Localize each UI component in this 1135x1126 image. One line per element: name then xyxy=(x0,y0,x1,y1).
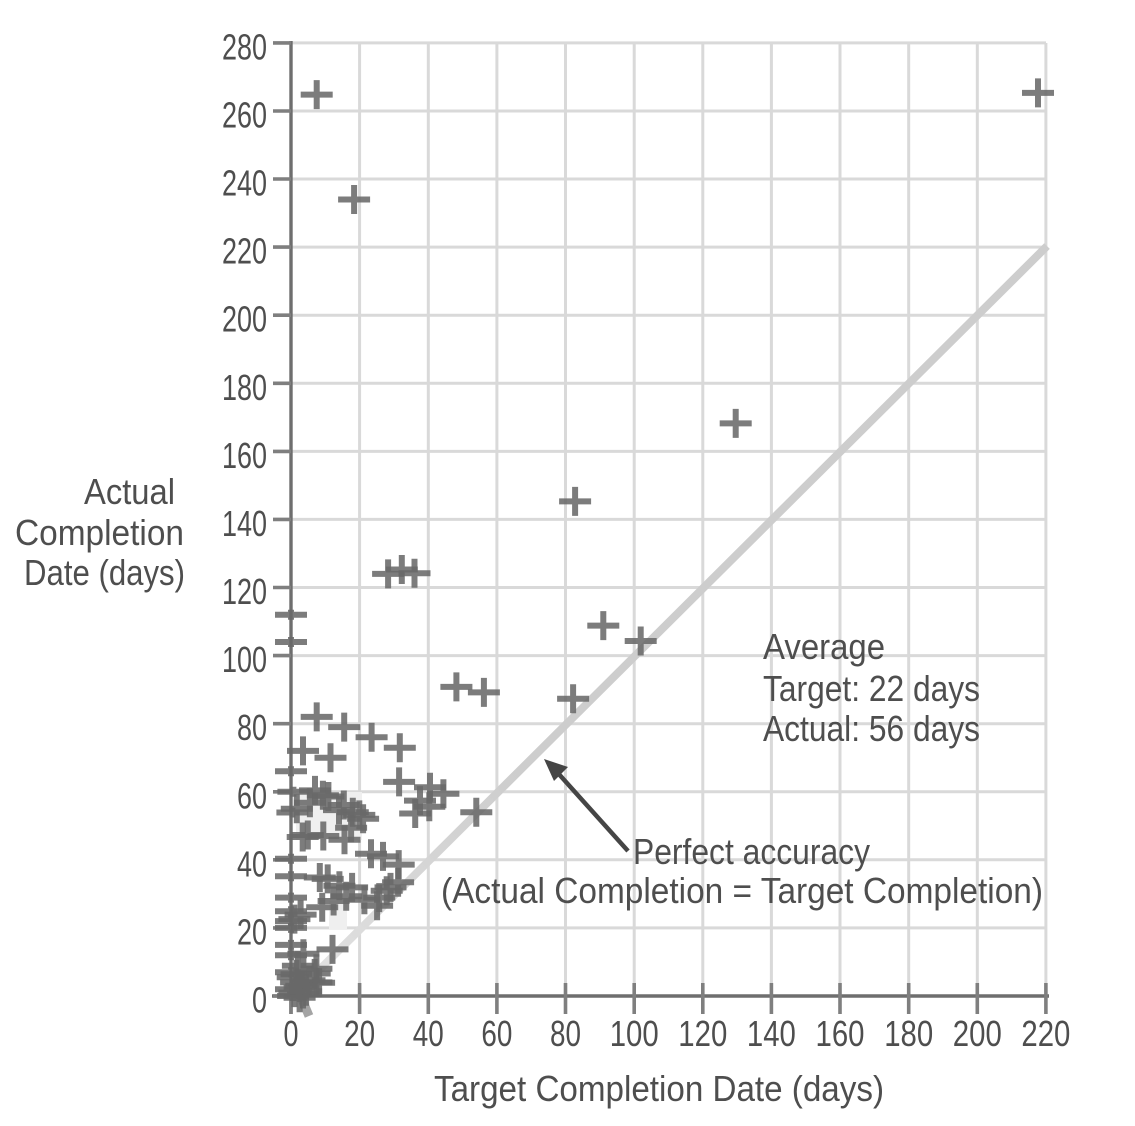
svg-text:Target: 22 days: Target: 22 days xyxy=(763,668,980,709)
svg-text:240: 240 xyxy=(222,163,267,204)
svg-text:140: 140 xyxy=(222,503,267,544)
svg-text:180: 180 xyxy=(884,1013,933,1054)
svg-text:Date (days): Date (days) xyxy=(24,552,185,593)
svg-text:280: 280 xyxy=(222,26,267,67)
svg-text:40: 40 xyxy=(413,1013,444,1054)
svg-text:200: 200 xyxy=(222,299,267,340)
svg-text:60: 60 xyxy=(237,775,267,816)
svg-text:0: 0 xyxy=(284,1013,299,1054)
svg-text:220: 220 xyxy=(222,231,267,272)
svg-text:0: 0 xyxy=(252,980,267,1021)
svg-text:20: 20 xyxy=(237,911,267,952)
svg-text:140: 140 xyxy=(747,1013,796,1054)
svg-text:Completion: Completion xyxy=(15,512,184,553)
svg-text:160: 160 xyxy=(222,435,267,476)
svg-text:Perfect accuracy: Perfect accuracy xyxy=(633,831,870,872)
svg-text:20: 20 xyxy=(344,1013,375,1054)
svg-text:180: 180 xyxy=(222,367,267,408)
svg-text:120: 120 xyxy=(678,1013,727,1054)
svg-text:100: 100 xyxy=(610,1013,659,1054)
svg-text:160: 160 xyxy=(816,1013,865,1054)
svg-text:Average: Average xyxy=(763,626,885,667)
svg-text:120: 120 xyxy=(222,571,267,612)
svg-text:Target Completion Date (days): Target Completion Date (days) xyxy=(434,1068,884,1109)
svg-text:(Actual Completion = Target Co: (Actual Completion = Target Completion) xyxy=(441,870,1043,911)
svg-text:100: 100 xyxy=(222,639,267,680)
svg-text:200: 200 xyxy=(953,1013,1002,1054)
svg-text:260: 260 xyxy=(222,95,267,136)
svg-text:60: 60 xyxy=(481,1013,512,1054)
svg-text:Actual: 56 days: Actual: 56 days xyxy=(763,708,980,749)
svg-text:40: 40 xyxy=(237,843,267,884)
svg-text:220: 220 xyxy=(1021,1013,1070,1054)
svg-text:80: 80 xyxy=(237,707,267,748)
svg-text:Actual: Actual xyxy=(84,471,175,512)
svg-text:80: 80 xyxy=(550,1013,581,1054)
